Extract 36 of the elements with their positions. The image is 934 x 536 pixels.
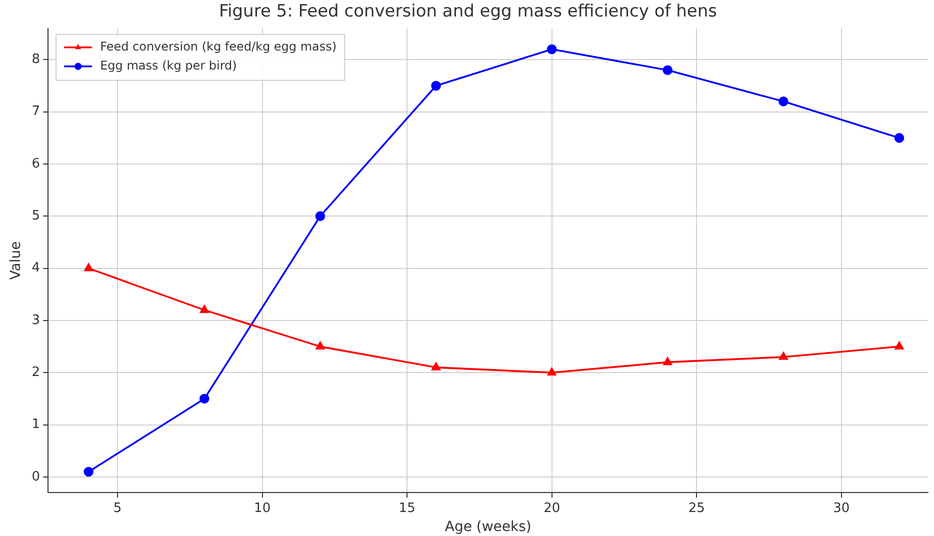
x-tick-label: 15 [398,500,416,516]
x-tick-label: 10 [254,500,271,516]
point [779,352,788,360]
point [315,211,326,222]
y-axis-title: Value [8,241,24,280]
legend-label: Egg mass (kg per bird) [100,58,237,73]
point [547,368,556,376]
y-tick-label: 3 [32,312,40,328]
point [778,96,788,106]
x-tick-label: 30 [833,500,850,516]
y-tick-label: 4 [32,260,40,276]
x-tick-label: 25 [688,500,705,516]
y-tick-label: 8 [32,52,40,68]
point [894,342,904,350]
point [662,65,673,76]
point [894,133,904,143]
x-tick-label: 5 [113,500,122,516]
chart-title: Figure 5: Feed conversion and egg mass efficiency of hens [219,2,718,22]
point [546,44,557,54]
point [84,263,93,272]
y-tick-label: 5 [32,208,40,224]
x-axis-title: Age (weeks) [444,519,532,536]
point [200,394,210,404]
point [84,466,94,477]
legend-label: Feed conversion (kg feed/kg egg mass) [100,40,337,54]
y-tick-label: 1 [32,417,40,432]
y-tick-label: 0 [32,469,40,484]
point [316,342,325,350]
x-tick-label: 20 [544,500,560,516]
point [432,362,440,370]
y-tick-label: 6 [32,156,40,172]
y-tick-label: 7 [32,104,40,120]
y-tick-label: 2 [32,365,40,380]
point [431,80,441,91]
point [200,305,209,313]
point [663,357,672,366]
